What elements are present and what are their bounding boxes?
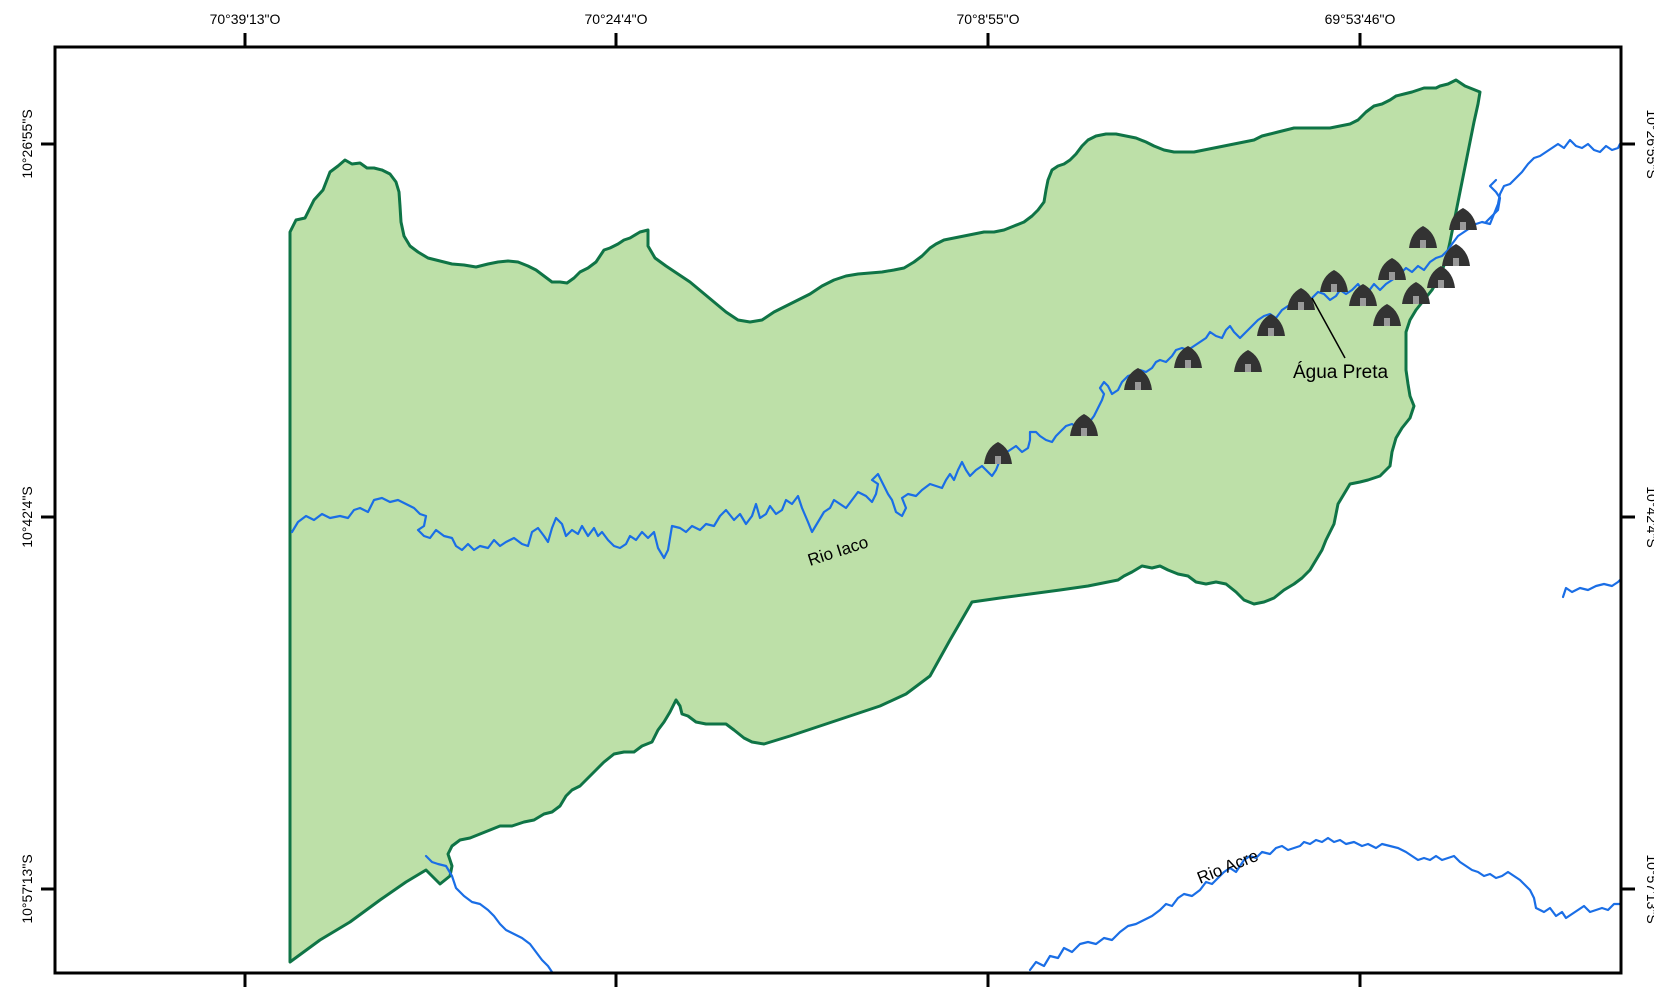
map-frame: [53, 45, 1623, 975]
hut-icon: [1234, 350, 1262, 372]
hut-icon: [1124, 368, 1152, 390]
lon-label: 70°24'4"O: [584, 11, 647, 27]
lon-label: 70°39'13"O: [210, 11, 281, 27]
hut-icon: [1409, 226, 1437, 248]
hut-icon: [1320, 270, 1348, 292]
territory-polygon: [288, 78, 1482, 964]
village-leader-line: [1311, 297, 1346, 359]
hut-icon: [1174, 346, 1202, 368]
agua-preta-label: Água Preta: [1293, 362, 1388, 383]
hut-icon: [1427, 266, 1455, 288]
rio-acre-label: Rio Acre: [1194, 846, 1261, 888]
hut-icon: [984, 442, 1012, 464]
hut-icon: [1287, 288, 1315, 310]
lon-label: 69°53'46"O: [1325, 11, 1396, 27]
upper-tributary: [1484, 178, 1502, 224]
lat-label-right: 10°26'55"S: [1644, 109, 1654, 178]
hut-icon: [1402, 282, 1430, 304]
hut-icon: [1378, 258, 1406, 280]
lat-label-right: 10°42'4"S: [1644, 486, 1654, 548]
lat-label-left: 10°26'55"S: [19, 109, 35, 178]
lat-label-right: 10°57'13"S: [1644, 854, 1654, 923]
lon-label: 70°8'55"O: [956, 11, 1019, 27]
lat-label-left: 10°42'4"S: [19, 486, 35, 548]
right-edge-river: [1561, 578, 1622, 599]
lat-label-left: 10°57'13"S: [19, 854, 35, 923]
hut-icon: [1442, 244, 1470, 266]
hut-icon: [1070, 414, 1098, 436]
rio-acre-river: [1028, 836, 1622, 972]
hut-icon: [1257, 314, 1285, 336]
hut-icon: [1449, 208, 1477, 230]
hut-icon: [1373, 304, 1401, 326]
rio-iaco-river: [290, 138, 1622, 560]
lower-left-river: [424, 854, 554, 974]
hut-icon: [1349, 284, 1377, 306]
